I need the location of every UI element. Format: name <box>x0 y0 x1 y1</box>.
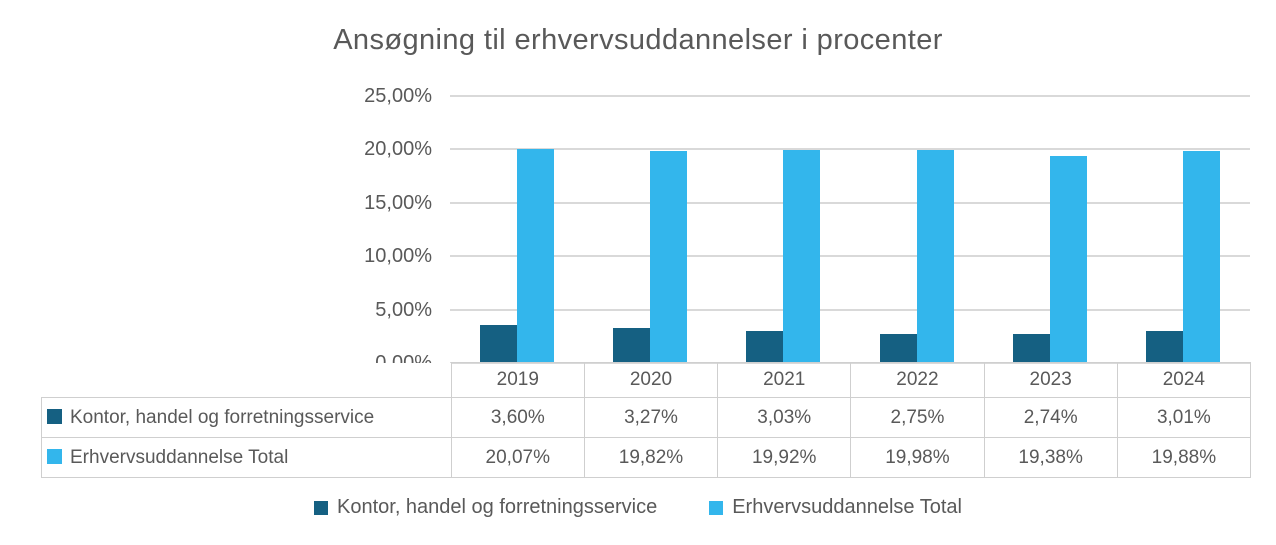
value-cell: 20,07% <box>450 437 585 478</box>
value-cell: 19,98% <box>850 437 985 478</box>
legend-label: Kontor, handel og forretningsservice <box>337 496 658 518</box>
y-axis-tick-label: 15,00% <box>364 191 432 214</box>
series-label-cell: Erhvervsuddannelse Total <box>41 437 452 478</box>
table-row-series2: Erhvervsuddannelse Total 20,07% 19,82% 19,9… <box>41 437 1252 478</box>
bar-2021-series1 <box>746 330 784 363</box>
value-cell: 19,38% <box>983 437 1118 478</box>
series-swatch-icon <box>47 448 62 464</box>
year-header-cell: 2022 <box>850 362 985 398</box>
value-cell: 19,82% <box>583 437 719 478</box>
legend-item-2: Erhvervsuddannelse Total <box>709 496 962 519</box>
year-header-cell: 2024 <box>1116 362 1252 398</box>
value-cell: 3,01% <box>1116 397 1252 438</box>
value-cell: 19,92% <box>717 437 852 478</box>
table-row-series1: Kontor, handel og forretningsservice 3,60… <box>41 397 1252 438</box>
table-blank-cell <box>41 362 452 398</box>
year-header-cell: 2020 <box>583 362 719 398</box>
bar-2021-series2 <box>783 150 821 363</box>
y-axis-tick-label: 25,00% <box>364 85 432 107</box>
series-swatch-icon <box>47 408 62 424</box>
legend-item-1: Kontor, handel og forretningsservice <box>314 496 657 519</box>
gridline <box>450 255 1250 258</box>
chart-legend: Kontor, handel og forretningsservice Erhv… <box>0 496 1276 519</box>
bar-2019-series2 <box>516 148 554 363</box>
y-axis: 0,00%5,00%10,00%15,00%20,00%25,00% <box>300 85 432 374</box>
value-cell: 19,88% <box>1116 437 1252 478</box>
y-axis-tick-label: 5,00% <box>375 298 432 321</box>
legend-label: Erhvervsuddannelse Total <box>732 496 962 518</box>
chart-title: Ansøgning til erhvervsuddannelser i proc… <box>333 24 943 56</box>
bar-2022-series1 <box>879 333 917 363</box>
bar-2023-series1 <box>1013 333 1050 363</box>
gridline <box>450 95 1250 97</box>
year-header-cell: 2021 <box>717 362 852 398</box>
y-axis-tick-label: 10,00% <box>364 245 432 268</box>
series-name-label: Erhvervsuddannelse Total <box>70 446 289 468</box>
plot-area <box>450 95 1250 364</box>
y-axis-tick-label: 20,00% <box>364 138 432 161</box>
value-cell: 2,74% <box>983 397 1118 438</box>
series-label-cell: Kontor, handel og forretningsservice <box>41 397 452 438</box>
bar-2024-series1 <box>1146 330 1184 363</box>
year-header-cell: 2019 <box>450 362 585 398</box>
legend-swatch-icon <box>709 500 724 515</box>
bar-2024-series2 <box>1183 150 1221 363</box>
value-cell: 3,60% <box>450 397 585 438</box>
value-cell: 2,75% <box>850 397 985 438</box>
year-header-cell: 2023 <box>983 362 1118 398</box>
data-table: 2019 2020 2021 2022 2023 2024 Kontor, handel o… <box>41 362 1252 478</box>
value-cell: 3,27% <box>583 397 719 438</box>
legend-swatch-icon <box>314 500 328 515</box>
gridline <box>450 148 1250 151</box>
bar-2022-series2 <box>916 149 954 363</box>
bar-2019-series1 <box>479 324 517 363</box>
bar-2023-series2 <box>1050 156 1087 363</box>
series-name-label: Kontor, handel og forretningsservice <box>70 406 375 428</box>
data-table-body: 2019 2020 2021 2022 2023 2024 Kontor, handel o… <box>41 362 1252 478</box>
bar-2020-series2 <box>650 151 687 363</box>
bar-2020-series1 <box>613 328 650 363</box>
gridline <box>450 201 1250 204</box>
value-cell: 3,03% <box>717 397 852 438</box>
gridline <box>450 308 1250 311</box>
